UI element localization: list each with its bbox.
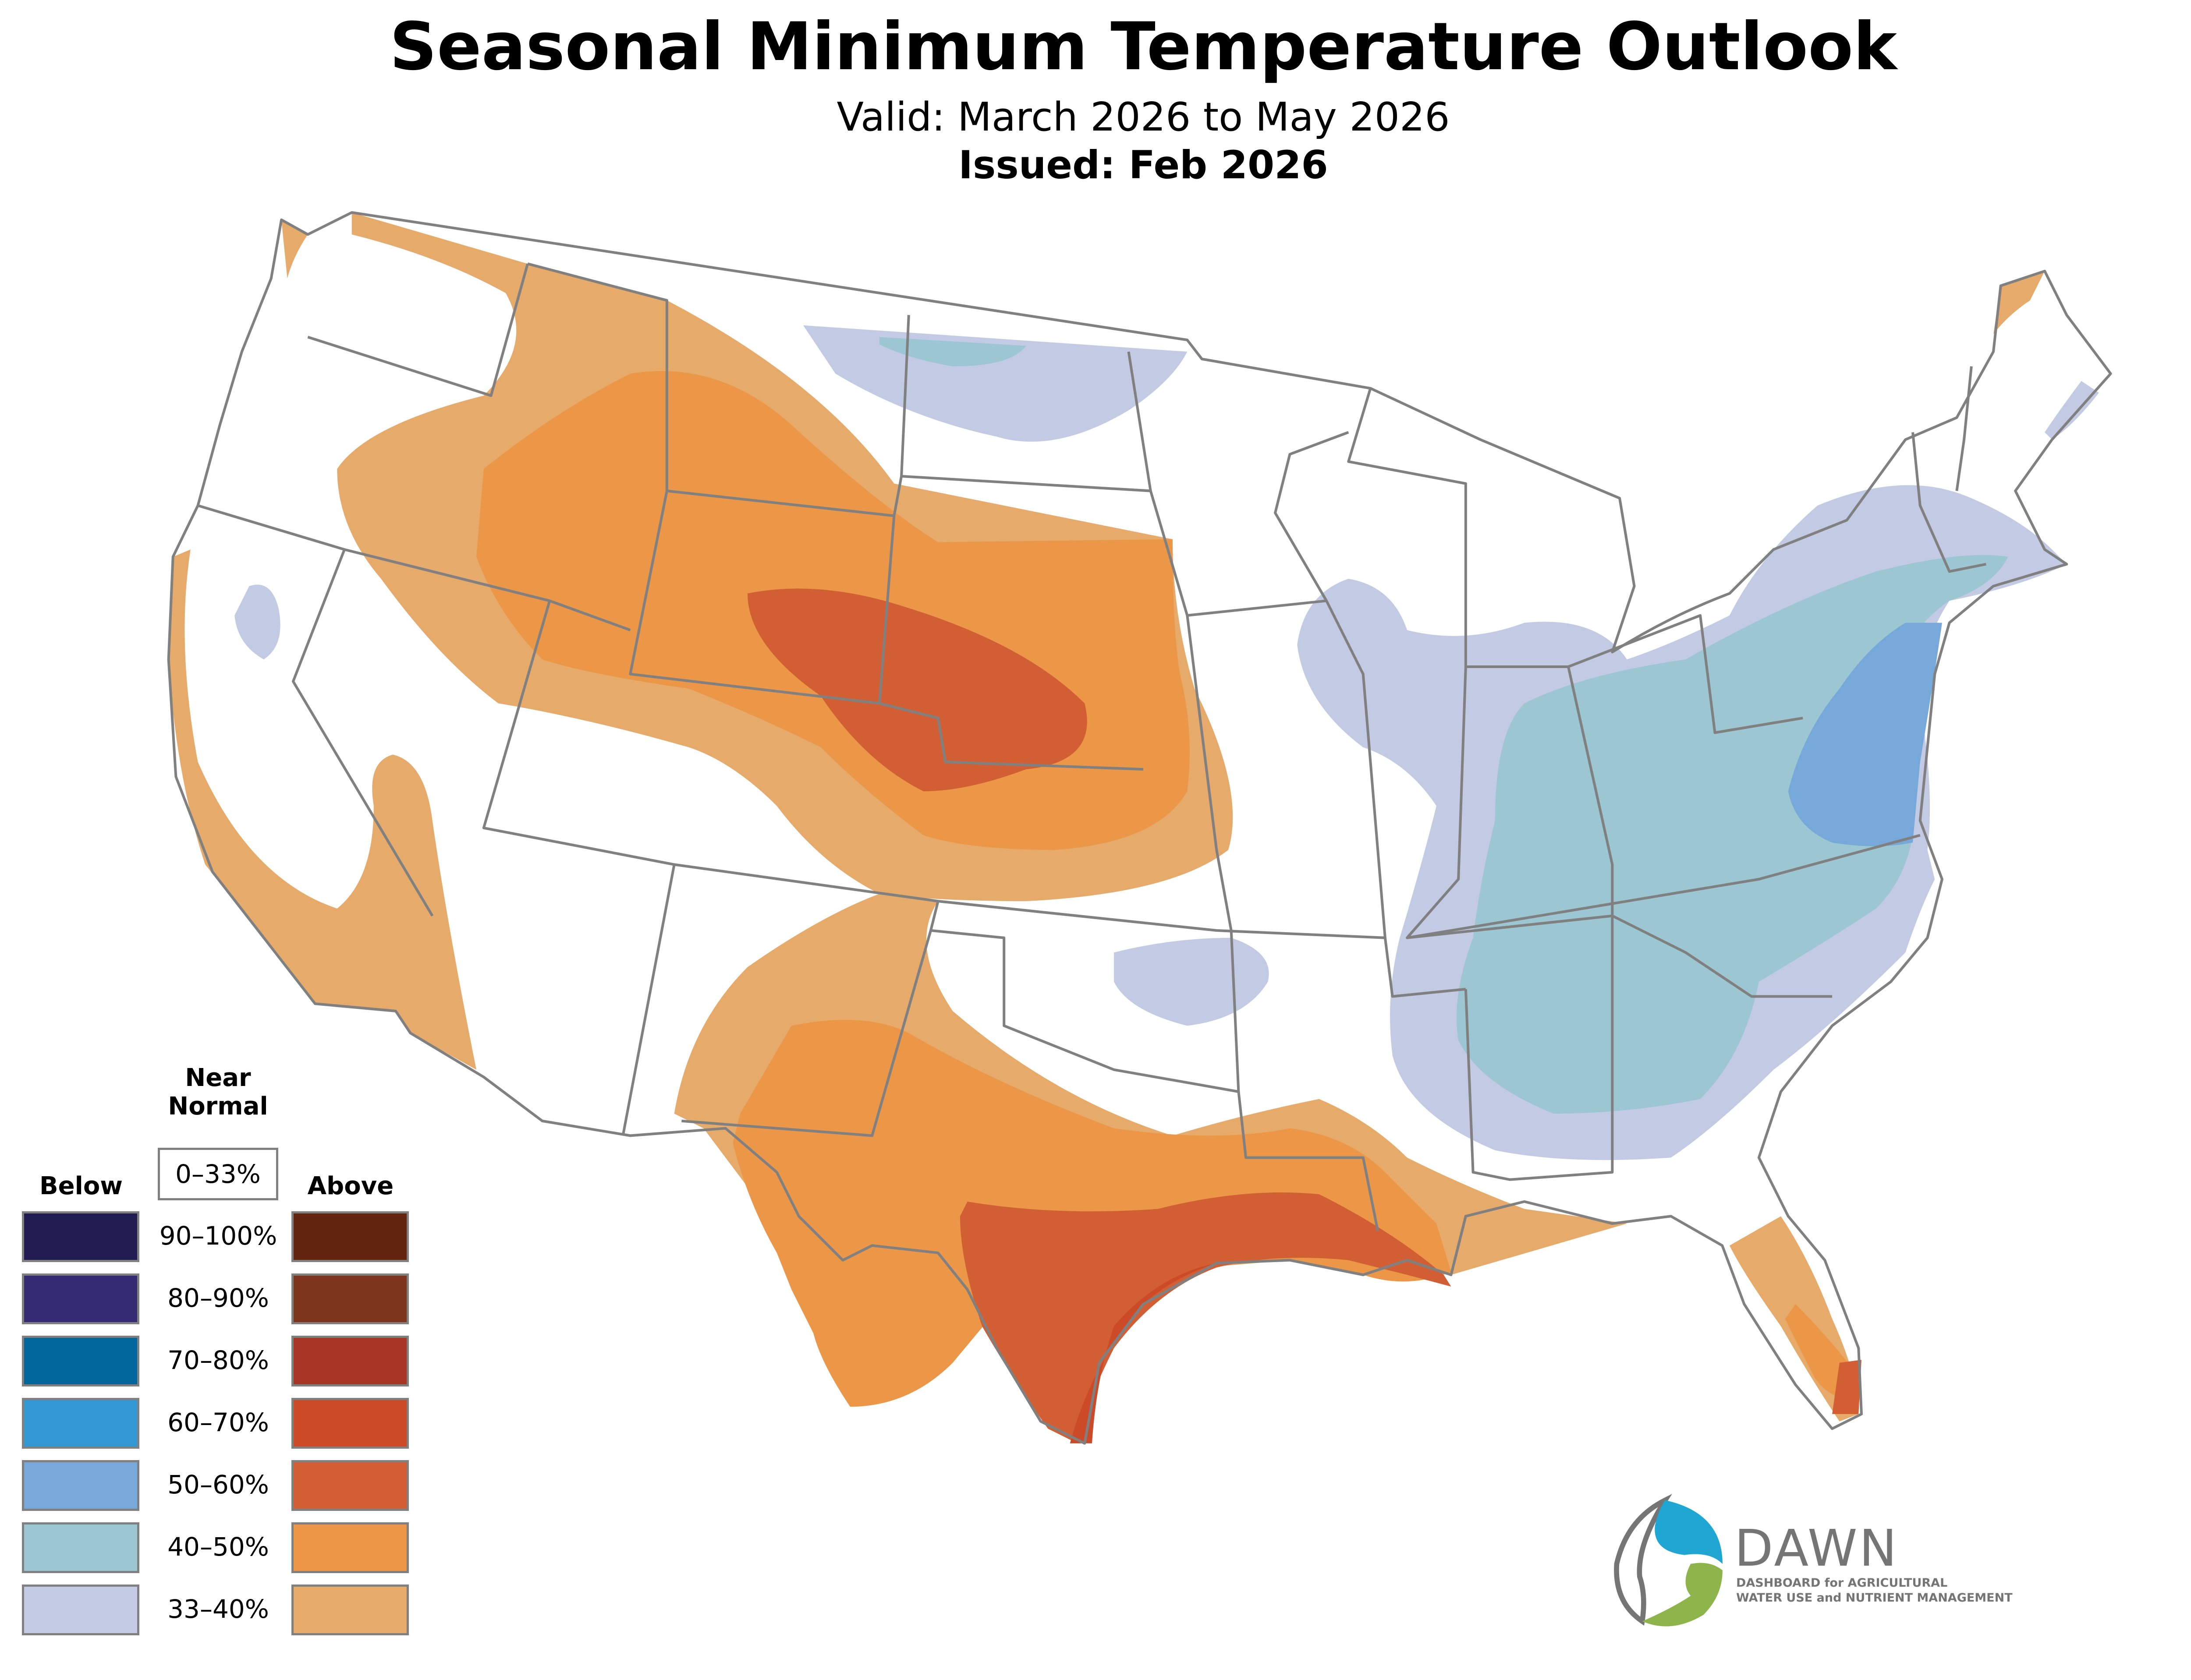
dawn-logo-name: DAWN [1734, 1519, 1899, 1578]
above-50-60-florida [1832, 1360, 1861, 1414]
legend-above-swatch [291, 1585, 409, 1635]
probability-shading [168, 212, 2099, 1443]
legend-above-label: Above [307, 1172, 394, 1200]
state-line [307, 263, 529, 397]
state-line [1567, 666, 1614, 1114]
legend-above-swatch [291, 1398, 409, 1449]
state-line [681, 901, 940, 1137]
state-line [197, 504, 631, 632]
dawn-logo-subtitle-1: DASHBOARD for AGRICULTURAL [1736, 1576, 1948, 1590]
legend-range-label: 70–80% [167, 1345, 269, 1375]
above-33-40-ca-coast [168, 549, 477, 1070]
state-line [1149, 490, 1233, 931]
state-line [1464, 989, 1614, 1181]
legend-above-swatch [291, 1460, 409, 1511]
above-33-40-wa-coast [281, 219, 308, 279]
state-line [629, 490, 1144, 771]
logo-gray-circuit [1614, 1494, 1672, 1626]
legend-above-swatch [291, 1336, 409, 1386]
legend-range-label: 90–100% [159, 1221, 277, 1251]
below-33-40-maine-coast [2045, 381, 2099, 440]
state-line [1187, 599, 1466, 998]
legend-above-swatch [291, 1211, 409, 1262]
state-line [1955, 366, 1973, 491]
logo-blue-drop [1655, 1500, 1723, 1564]
dawn-logo-emblem [1614, 1494, 1723, 1627]
legend-range-label: 60–70% [167, 1408, 269, 1437]
state-line [930, 929, 1240, 1093]
legend-below-swatch [22, 1585, 139, 1635]
valid-period: Valid: March 2026 to May 2026 [837, 94, 1450, 140]
state-line [1347, 388, 1467, 667]
below-40-50-northern-montana [879, 337, 1026, 367]
above-40-50-florida [1785, 1304, 1854, 1400]
legend-below-swatch [22, 1460, 139, 1511]
state-line [291, 549, 434, 917]
state-line [482, 600, 1386, 939]
legend-below-swatch [22, 1522, 139, 1573]
legend-near-normal-label-1: Near [185, 1064, 251, 1092]
above-50-60-colorado-nebraska [747, 588, 1087, 792]
legend-below-swatch [22, 1336, 139, 1386]
state-line [878, 516, 896, 704]
legend-below-swatch [22, 1273, 139, 1324]
legend-above-swatch [291, 1522, 409, 1573]
above-60-70-texas-coast [1070, 1263, 1217, 1443]
below-33-40-northern-plains [803, 325, 1188, 442]
state-boundaries [167, 211, 2112, 1445]
legend-near-normal-label-2: Normal [168, 1092, 268, 1121]
page-title: Seasonal Minimum Temperature Outlook [390, 9, 1897, 85]
below-33-40-northern-california [234, 584, 280, 660]
legend-near-normal-range: 0–33% [158, 1148, 278, 1200]
legend-below-swatch [22, 1398, 139, 1449]
legend-range-label: 50–60% [167, 1470, 269, 1500]
state-line [1465, 614, 1803, 734]
logo-green-leaf [1642, 1563, 1723, 1627]
us-outline [167, 211, 2112, 1445]
legend-below-label: Below [39, 1172, 123, 1200]
state-line [621, 864, 676, 1136]
issued-date: Issued: Feb 2026 [958, 142, 1328, 187]
legend-above-swatch [291, 1273, 409, 1324]
legend-range-label: 80–90% [167, 1283, 269, 1313]
state-line [527, 262, 910, 517]
above-33-40-maine [1993, 271, 2045, 334]
legend-range-label: 33–40% [167, 1594, 269, 1624]
below-50-60-mid-atlantic [1788, 622, 1942, 846]
state-line [1274, 431, 1349, 601]
legend-below-swatch [22, 1211, 139, 1262]
state-line [1237, 1091, 1379, 1231]
dawn-logo-subtitle-2: WATER USE and NUTRIENT MANAGEMENT [1736, 1591, 2013, 1605]
state-line [1911, 432, 1986, 573]
legend-range-label: 40–50% [167, 1532, 269, 1562]
state-line [1407, 914, 1833, 998]
below-33-40-oklahoma [1114, 937, 1269, 1026]
above-50-60-south-texas-louisiana [960, 1192, 1451, 1443]
